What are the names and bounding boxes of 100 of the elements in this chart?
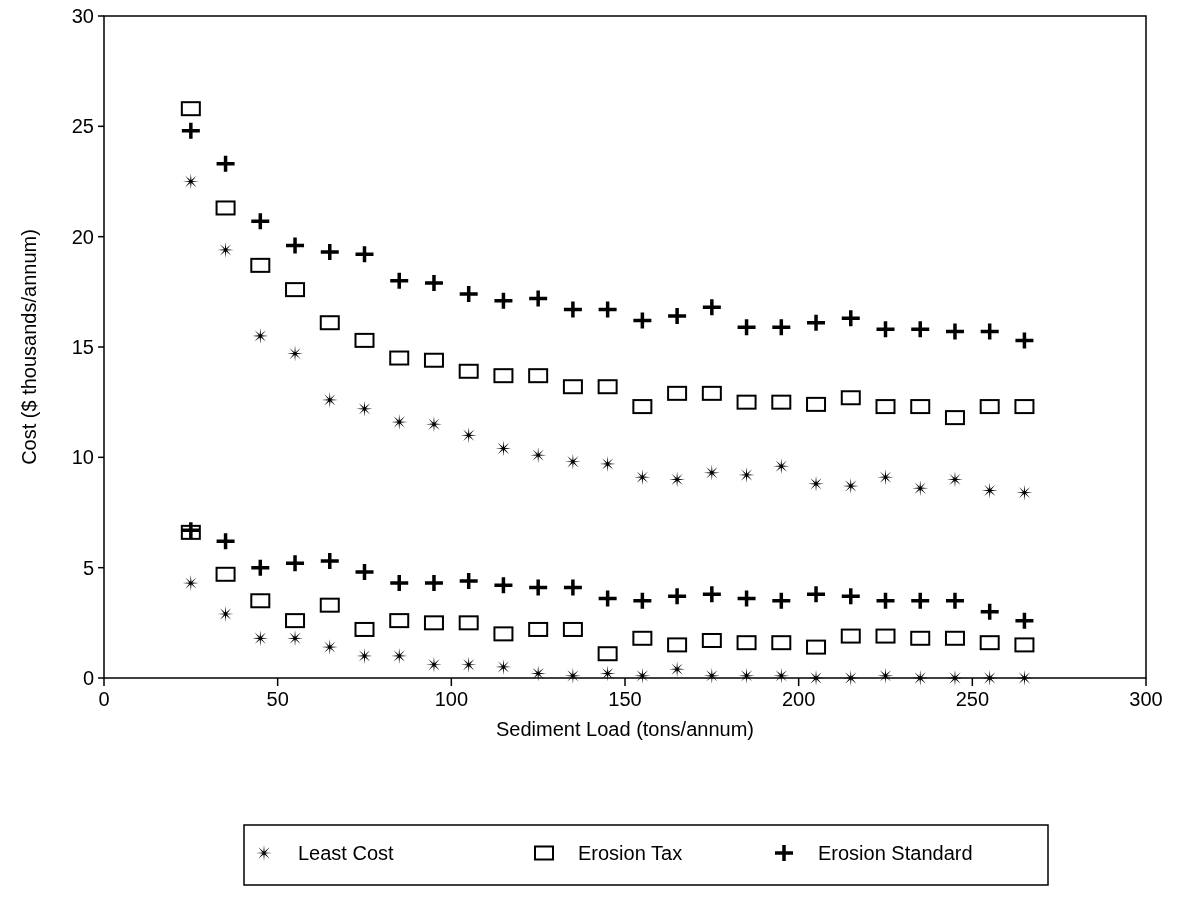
point (874, 591, 897, 611)
point (284, 553, 306, 573)
point (1013, 330, 1036, 351)
point (667, 385, 688, 401)
point (944, 321, 966, 342)
legend-label: Least Cost (298, 842, 395, 864)
point (423, 615, 444, 631)
point (875, 628, 896, 644)
point (667, 637, 688, 653)
point (215, 566, 236, 582)
point (840, 308, 862, 329)
point (562, 577, 584, 598)
point (597, 379, 618, 395)
y-tick-label: 5 (82, 556, 94, 579)
point (423, 573, 445, 593)
point (736, 635, 757, 651)
point (840, 586, 862, 607)
point (599, 665, 616, 682)
point (250, 257, 271, 273)
x-axis-title: Sediment Load (tons/annum) (496, 718, 754, 740)
point (1013, 610, 1036, 631)
point (492, 290, 515, 311)
point (701, 385, 722, 401)
y-tick-label: 10 (71, 446, 94, 469)
point (735, 317, 758, 337)
y-tick-label: 20 (71, 225, 94, 248)
point (527, 288, 549, 309)
point (944, 630, 965, 646)
point (250, 593, 271, 609)
point (944, 591, 966, 611)
point (493, 368, 514, 384)
point (912, 480, 929, 497)
x-tick-label: 0 (98, 688, 110, 710)
x-tick-label: 300 (1129, 688, 1163, 710)
point (666, 306, 688, 326)
legend-label: Erosion Standard (818, 842, 973, 864)
point (562, 621, 583, 637)
point (1014, 637, 1035, 653)
x-tick-label: 150 (608, 688, 642, 710)
point (632, 399, 653, 415)
point (597, 646, 618, 662)
point (353, 244, 376, 265)
point (910, 399, 931, 415)
point (249, 557, 272, 578)
point (458, 363, 479, 379)
point (1016, 484, 1033, 501)
x-tick-label: 250 (955, 688, 990, 710)
point (805, 312, 827, 333)
point (909, 591, 931, 611)
y-tick-label: 15 (71, 336, 94, 358)
point (1014, 399, 1035, 415)
point (249, 211, 272, 231)
point (701, 584, 723, 604)
point (981, 482, 998, 499)
point (215, 200, 236, 216)
y-tick-label: 0 (82, 667, 94, 689)
point (493, 626, 514, 642)
point (214, 154, 237, 174)
point (562, 299, 584, 320)
point (319, 315, 340, 331)
point (596, 299, 619, 320)
point (770, 317, 793, 337)
point (562, 379, 583, 395)
point (596, 588, 619, 609)
x-tick-label: 200 (781, 688, 816, 710)
point (736, 394, 757, 410)
point (978, 321, 1001, 342)
point (285, 282, 306, 298)
point (389, 613, 410, 629)
point (703, 667, 720, 684)
point (631, 310, 654, 331)
point (806, 396, 827, 412)
point (840, 390, 861, 406)
point (214, 531, 237, 551)
point (910, 630, 931, 646)
point (252, 630, 269, 647)
y-tick-label: 25 (71, 115, 94, 138)
point (527, 577, 549, 598)
point (495, 440, 512, 457)
point (354, 332, 375, 348)
point (701, 297, 723, 318)
point (840, 628, 861, 644)
point (978, 602, 1001, 622)
point (460, 656, 477, 673)
point (492, 575, 515, 596)
point (285, 613, 306, 629)
point (631, 591, 654, 611)
point (666, 586, 688, 607)
point (284, 235, 306, 256)
legend-label: Erosion Tax (578, 842, 683, 864)
point (735, 588, 758, 609)
point (806, 639, 827, 655)
point (180, 121, 202, 141)
point (319, 597, 340, 613)
point (944, 410, 965, 426)
y-axis-title: Cost ($ thousands/annum) (18, 229, 40, 465)
point (701, 632, 722, 648)
point (528, 368, 549, 384)
x-tick-label: 50 (266, 688, 289, 710)
point (808, 670, 825, 686)
